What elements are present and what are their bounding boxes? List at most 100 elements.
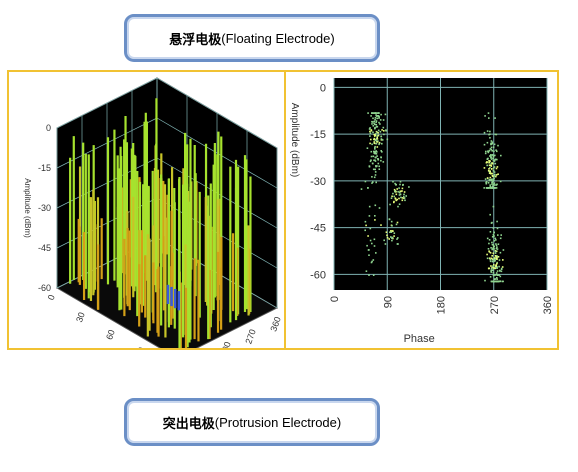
scatter-point — [398, 187, 400, 189]
scatter-point — [487, 182, 490, 184]
scatter-point — [496, 262, 498, 265]
scatter-point — [492, 227, 495, 229]
chart3d-grid-line — [156, 77, 278, 149]
scatter-point — [376, 125, 379, 128]
scatter-point — [493, 166, 496, 168]
scatter-point — [394, 190, 396, 193]
scatter-point — [489, 276, 492, 278]
scatter-point — [489, 133, 491, 135]
scatter-point — [375, 142, 378, 145]
scatter-point — [496, 266, 498, 268]
chart3d-z-tick-label: 0 — [46, 123, 51, 133]
protrusion-electrode-title-en: (Protrusion Electrode) — [214, 414, 342, 430]
scatter-point — [489, 252, 492, 254]
scatter-point — [489, 160, 491, 162]
scatter-point — [379, 123, 381, 125]
scatter-point — [496, 220, 498, 223]
chart3d-z-tick-label: -30 — [38, 203, 51, 213]
scatter-point — [491, 178, 493, 180]
chart3d-phase-tick-label: 180 — [218, 340, 233, 348]
scatter-point — [488, 178, 491, 181]
scatter-point — [371, 120, 373, 123]
scatter-point — [408, 186, 410, 188]
scatter-point — [486, 253, 488, 256]
scatter-point — [487, 112, 490, 114]
scatter-point — [403, 197, 406, 199]
scatter-point — [375, 133, 377, 135]
scatter-point — [400, 196, 402, 199]
scatter-point — [374, 215, 376, 217]
scatter-point — [369, 127, 371, 129]
scatter-point — [491, 267, 493, 270]
scatter-point — [381, 142, 383, 145]
scatter-point — [496, 227, 499, 230]
scatter-y-tick-label: -45 — [310, 223, 326, 235]
scatter-point — [496, 267, 498, 269]
scatter-point — [371, 123, 373, 125]
scatter-point — [498, 265, 500, 268]
scatter-point — [488, 161, 490, 164]
chart3d-z-tick-label: -45 — [38, 243, 51, 253]
scatter-point — [493, 245, 495, 248]
scatter-point — [392, 237, 394, 240]
scatter-point — [366, 147, 369, 149]
scatter-point — [499, 270, 501, 272]
scatter-point — [375, 165, 377, 168]
scatter-point — [496, 258, 498, 260]
scatter-point — [496, 277, 498, 279]
chart3d-phase-tick-label: 270 — [243, 328, 258, 346]
scatter-point — [374, 174, 377, 176]
scatter-point — [376, 138, 379, 140]
scatter-point — [373, 245, 376, 247]
scatter-point — [376, 155, 378, 157]
scatter-point — [495, 158, 497, 161]
scatter-point — [487, 248, 490, 250]
scatter-point — [495, 175, 497, 178]
scatter-point — [370, 261, 373, 264]
scatter-point — [493, 184, 496, 186]
scatter-point — [490, 142, 492, 145]
scatter-point — [496, 280, 499, 283]
scatter-point — [499, 180, 502, 183]
scatter-point — [488, 160, 490, 162]
scatter-point — [367, 187, 369, 189]
scatter-point — [377, 132, 379, 134]
scatter-point — [488, 187, 490, 189]
scatter-point — [500, 267, 503, 270]
scatter-point — [490, 265, 492, 267]
scatter-point — [492, 271, 495, 274]
scatter-point — [404, 199, 406, 202]
scatter-point — [490, 271, 493, 273]
chart3d-cycle-tick-label: 0 — [46, 293, 57, 301]
scatter-point — [374, 204, 377, 207]
scatter-point — [493, 278, 496, 280]
scatter-point — [494, 255, 497, 257]
scatter-point — [374, 160, 377, 162]
scatter-point — [390, 220, 393, 223]
chart3d-z-tick-label: -60 — [38, 283, 51, 293]
scatter-point — [491, 258, 494, 260]
scatter-point — [493, 274, 495, 277]
scatter-point — [374, 123, 376, 126]
scatter-point — [495, 243, 497, 245]
scatter-point — [398, 194, 401, 196]
scatter-point — [380, 113, 382, 116]
scatter-point — [372, 168, 375, 171]
scatter-point — [371, 143, 373, 146]
scatter-point — [372, 162, 374, 165]
scatter-point — [376, 135, 378, 137]
scatter-point — [490, 269, 493, 271]
scatter-point — [395, 193, 398, 196]
scatter-point — [373, 159, 375, 162]
scatter-point — [491, 269, 494, 271]
scatter-point — [393, 232, 396, 234]
protrusion-electrode-title-cn: 突出电极 — [162, 416, 215, 432]
scatter-point — [394, 182, 396, 185]
scatter-point — [373, 176, 376, 179]
scatter-point — [487, 150, 489, 153]
chart3d-bars — [69, 98, 252, 348]
scatter-point — [369, 160, 372, 163]
scatter-point — [375, 156, 377, 159]
scatter-point — [489, 130, 491, 133]
scatter-point — [497, 280, 500, 283]
